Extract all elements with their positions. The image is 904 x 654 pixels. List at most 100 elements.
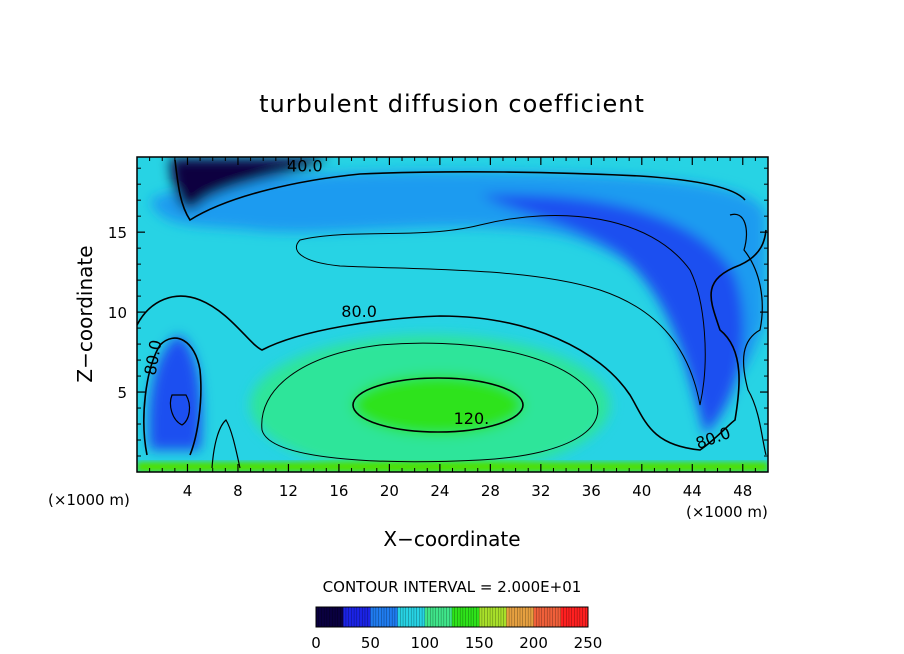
x-tick-label: 44: [683, 482, 702, 500]
colorbar-cell: [481, 607, 486, 627]
x-tick-label: 40: [632, 482, 651, 500]
colorbar-cell: [400, 607, 404, 627]
colorbar-cell: [484, 607, 488, 627]
colorbar-cell: [378, 607, 382, 627]
colorbar-cell: [558, 607, 562, 627]
colorbar-cell: [498, 607, 502, 627]
colorbar-cell: [487, 607, 491, 627]
colorbar-cell: [403, 607, 407, 627]
colorbar-cell: [479, 607, 483, 627]
colorbar-cell: [579, 607, 584, 627]
colorbar-tick-label: 100: [410, 634, 439, 652]
colorbar-cell: [408, 607, 412, 627]
colorbar-cell: [438, 607, 442, 627]
colorbar-cell: [539, 607, 543, 627]
colorbar-cell: [533, 607, 537, 627]
contour-label: 120.: [454, 409, 490, 428]
colorbar-cell: [520, 607, 524, 627]
x-tick-label: 48: [733, 482, 752, 500]
contour-label: 80.0: [341, 302, 377, 321]
colorbar-cell: [337, 607, 341, 627]
contour-line-left-small: [169, 394, 191, 426]
field-right-descending-band: [480, 194, 744, 435]
colorbar-cell: [495, 607, 499, 627]
colorbar-cell: [460, 607, 464, 627]
field-left-low-cell: [148, 335, 202, 450]
x-unit-left: (×1000 m): [48, 491, 130, 509]
colorbar-cell: [364, 607, 369, 627]
colorbar-cell: [373, 607, 377, 627]
colorbar-cell: [375, 607, 380, 627]
colorbar-cell: [443, 607, 448, 627]
colorbar-cell: [492, 607, 497, 627]
colorbar-cell: [585, 607, 589, 627]
colorbar-cell: [397, 607, 401, 627]
y-tick-label: 5: [117, 384, 127, 402]
colorbar-cell: [324, 607, 328, 627]
colorbar-cell: [351, 607, 355, 627]
colorbar-cell: [386, 607, 390, 627]
colorbar-cell: [432, 607, 437, 627]
colorbar-cell: [354, 607, 358, 627]
contour-line-right-edge: [729, 213, 767, 456]
x-unit-right: (×1000 m): [686, 503, 768, 521]
colorbar-cell: [522, 607, 526, 627]
colorbar-cell: [541, 607, 545, 627]
colorbar-cell: [514, 607, 518, 627]
colorbar-cell: [389, 607, 393, 627]
colorbar-cell: [517, 607, 521, 627]
colorbar-cell: [384, 607, 388, 627]
colorbar-cell: [449, 607, 453, 627]
x-tick-label: 8: [233, 482, 243, 500]
colorbar-cell: [446, 607, 450, 627]
colorbar-cell: [465, 607, 469, 627]
colorbar-cell: [511, 607, 516, 627]
colorbar-cell: [468, 607, 472, 627]
colorbar-cell: [430, 607, 434, 627]
colorbar-cell: [348, 607, 352, 627]
colorbar-cell: [435, 607, 439, 627]
field-top-left-core: [170, 158, 330, 210]
x-tick-label: 4: [183, 482, 193, 500]
colorbar-cell: [476, 607, 480, 627]
colorbar-cell: [500, 607, 505, 627]
contour-line-bottom-left: [211, 419, 241, 469]
colorbar-cell: [413, 607, 418, 627]
colorbar-cell: [381, 607, 385, 627]
contour-line-80-left: [143, 337, 202, 456]
contour-label: 40.0: [287, 156, 323, 175]
colorbar-cell: [416, 607, 420, 627]
colorbar-cell: [345, 607, 350, 627]
x-axis: 4 8 12 16 20 24 28 32 36 40 44 48: [149, 157, 756, 500]
colorbar-cell: [549, 607, 554, 627]
colorbar-tick-label: 50: [361, 634, 380, 652]
contour-line-40: [174, 159, 746, 222]
colorbar-cell: [552, 607, 556, 627]
colorbar-cell: [454, 607, 458, 627]
colorbar-cell: [574, 607, 578, 627]
colorbar-cell: [563, 607, 567, 627]
y-axis: 5 10 15: [108, 167, 768, 457]
colorbar-cell: [343, 607, 347, 627]
colorbar-cell: [367, 607, 371, 627]
contour-lines: [137, 159, 767, 469]
colorbar-frame: [315, 606, 589, 628]
colorbar-cell: [405, 607, 409, 627]
y-axis-label: Z−coordinate: [73, 245, 97, 382]
colorbar-cell: [427, 607, 431, 627]
colorbar-tick-label: 150: [465, 634, 494, 652]
colorbar-cell: [560, 607, 565, 627]
colorbar: 0 50 100 150 200 250: [311, 606, 602, 652]
colorbar-cell: [525, 607, 529, 627]
colorbar-cell: [370, 607, 374, 627]
contour-interval-label: CONTOUR INTERVAL = 2.000E+01: [323, 578, 582, 596]
colorbar-cell: [503, 607, 507, 627]
colorbar-cell: [555, 607, 559, 627]
colorbar-cell: [356, 607, 361, 627]
x-tick-label: 16: [329, 482, 348, 500]
contour-line-100: [261, 342, 599, 463]
contour-line-80-outer: [137, 229, 767, 451]
colorbar-cell: [473, 607, 477, 627]
y-tick-label: 10: [108, 304, 127, 322]
